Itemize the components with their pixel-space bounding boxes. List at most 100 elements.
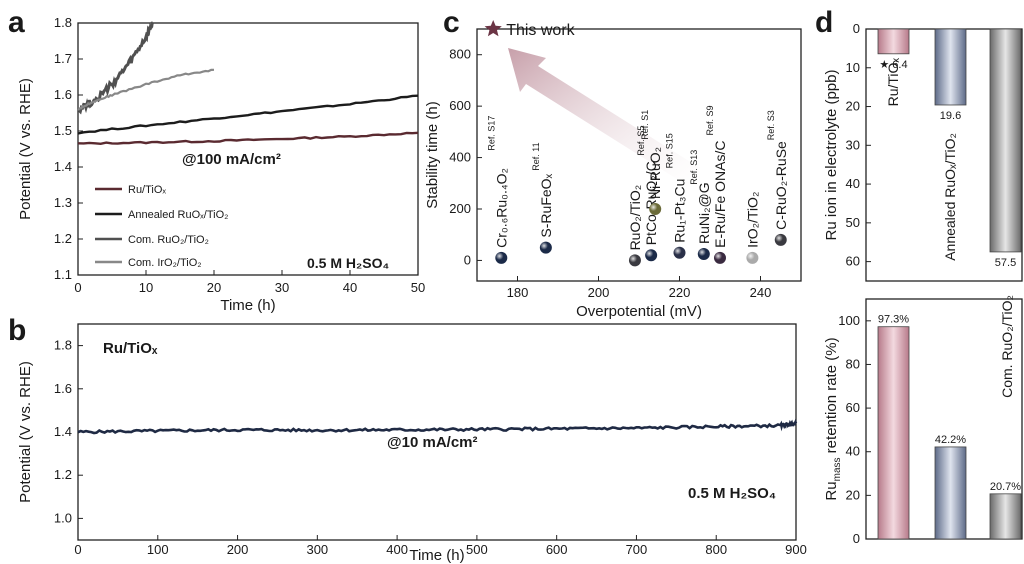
y-ticks-d-bottom: 0 20 40 60 80 100	[838, 313, 871, 546]
point-marker-highlight	[673, 246, 686, 259]
point-ref: Ref. S13	[689, 150, 699, 185]
y-axis-label-d-top: Ru ion in electrolyte (ppb)	[823, 70, 840, 241]
point-ref: Ref. 11	[531, 142, 541, 170]
electrolyte-a: 0.5 M H₂SO₄	[307, 255, 389, 271]
y-tick-label: 600	[449, 98, 471, 113]
bar-value-label: 20.7%	[990, 481, 1021, 493]
point-label: Ni-RuO₂	[647, 147, 663, 199]
x-tick-label: 240	[750, 285, 772, 300]
series-line	[77, 94, 419, 135]
legend-item-annealed: Annealed RuOₓ/TiO₂	[95, 209, 228, 221]
bar	[877, 28, 910, 55]
x-tick-label: 20	[207, 280, 221, 295]
y-ticks-b: 1.0 1.2 1.4 1.6 1.8	[54, 338, 83, 525]
x-ticks-c: 180 200 220 240	[507, 276, 772, 300]
point-label: E-Ru/Fe ONAs/C	[712, 140, 728, 247]
point-marker-highlight	[649, 203, 662, 215]
bar	[934, 446, 967, 540]
panel-label-c: c	[443, 6, 460, 39]
point-marker-highlight	[645, 249, 658, 262]
x-tick-label: 600	[546, 542, 568, 557]
y-tick-label: 1.1	[54, 267, 72, 282]
y-tick-label: 800	[449, 47, 471, 62]
y-tick-label: 1.5	[54, 123, 72, 138]
point-marker-highlight	[774, 233, 787, 246]
x-tick-label: 700	[626, 542, 648, 557]
x-axis-label-a: Time (h)	[220, 297, 275, 314]
y-tick-label: 30	[846, 137, 860, 152]
y-tick-label: 1.3	[54, 195, 72, 210]
point-ref: Ref. S9	[705, 105, 715, 135]
y-tick-label: 0	[853, 21, 860, 36]
legend-item-com-ruo2: Com. RuO₂/TiO₂	[95, 234, 209, 246]
bars-d-bottom: 97.3% 42.2% 20.7%	[877, 314, 1022, 540]
category-label-com-ruo2: Com. RuO₂/TiO₂	[999, 295, 1015, 398]
y-tick-label: 60	[846, 400, 860, 415]
panel-c: 0 200 400 600 800 180 200 220 240 This work Cr₀.…	[424, 20, 802, 320]
x-tick-label: 50	[411, 280, 425, 295]
point-marker-highlight	[746, 251, 759, 264]
category-label-ru-tiox: Ru/TiOₓ	[885, 58, 901, 107]
x-tick-label: 40	[343, 280, 357, 295]
point-label: S-RuFeOₓ	[538, 173, 554, 237]
y-tick-label: 0	[464, 252, 471, 267]
y-ticks-d-top: 0 10 20 30 40 50 60	[846, 21, 871, 269]
bar-value-label: 19.6	[940, 110, 961, 122]
x-axis-label-c: Overpotential (mV)	[576, 303, 702, 320]
point-label: Ru₁-Pt₃Cu	[672, 179, 688, 243]
point-ref: Ref. S17	[486, 116, 496, 151]
panel-b: 1.0 1.2 1.4 1.6 1.8 0 100 200 300 400 500 600 700 80…	[17, 323, 807, 564]
legend-label: Ru/TiOₓ	[128, 184, 166, 196]
point-label: RuNi₂@G	[696, 182, 712, 244]
electrolyte-b: 0.5 M H₂SO₄	[688, 485, 776, 502]
series-line	[78, 68, 215, 111]
scatter-points-c: This work Cr₀.₆Ru₀.₄O₂ Ref. S17 S-RuFeOₓ Ref…	[484, 20, 789, 267]
bar	[989, 28, 1022, 253]
x-tick-label: 400	[386, 542, 408, 557]
series-line	[77, 418, 798, 435]
y-ticks-c: 0 200 400 600 800	[449, 47, 482, 267]
x-tick-label: 200	[588, 285, 610, 300]
panel-d: 0 10 20 30 40 50 60 0 20 40 60 80 100 ★ 6.4 19.6 57.5…	[823, 21, 1023, 546]
panel-a: 1.1 1.2 1.3 1.4 1.5 1.6 1.7 1.8 0 10 20 30 40 50 Pot…	[17, 15, 425, 314]
panel-label-d: d	[815, 6, 833, 39]
bar	[877, 326, 910, 540]
x-tick-label: 220	[669, 285, 691, 300]
y-tick-label: 1.2	[54, 467, 72, 482]
series-lines-b	[77, 418, 798, 435]
legend-a: Ru/TiOₓ Annealed RuOₓ/TiO₂ Com. RuO₂/TiO…	[95, 184, 228, 269]
x-axis-label-b: Time (h)	[409, 547, 464, 564]
point-label: This work	[506, 22, 575, 39]
y-tick-label: 20	[846, 99, 860, 114]
y-tick-label: 60	[846, 254, 860, 269]
this-work-star-marker	[484, 20, 502, 37]
series-line	[77, 131, 419, 146]
annotation-b: @10 mA/cm²	[387, 434, 478, 451]
bar-value-label: ★ 6.4	[879, 59, 907, 71]
point-label: C-RuO₂-RuSe	[773, 141, 789, 230]
y-tick-label: 400	[449, 150, 471, 165]
y-ticks-a: 1.1 1.2 1.3 1.4 1.5 1.6 1.7 1.8	[54, 15, 83, 282]
x-ticks-a: 0 10 20 30 40 50	[74, 270, 425, 295]
x-tick-label: 180	[507, 285, 529, 300]
y-tick-label: 20	[846, 487, 860, 502]
legend-label: Annealed RuOₓ/TiO₂	[128, 209, 228, 221]
point-ref: Ref. S5	[636, 126, 646, 156]
y-tick-label: 100	[838, 313, 860, 328]
x-tick-label: 200	[227, 542, 249, 557]
y-tick-label: 1.4	[54, 424, 72, 439]
plot-frame-c	[476, 28, 802, 282]
bar-value-label: 42.2%	[935, 434, 966, 446]
bar-value-label: 57.5	[995, 257, 1016, 269]
x-tick-label: 800	[705, 542, 727, 557]
point-ref: Ref. S3	[766, 110, 776, 140]
series-line	[77, 21, 154, 115]
y-tick-label: 200	[449, 201, 471, 216]
point-label: RuO₂/TiO₂	[627, 185, 643, 251]
y-tick-label: 50	[846, 215, 860, 230]
point-ref: Ref. S15	[665, 133, 675, 168]
y-axis-label-d-bottom: Rumass retention rate (%)	[823, 337, 843, 500]
x-tick-label: 500	[466, 542, 488, 557]
bar-value-label: 97.3%	[878, 314, 909, 326]
